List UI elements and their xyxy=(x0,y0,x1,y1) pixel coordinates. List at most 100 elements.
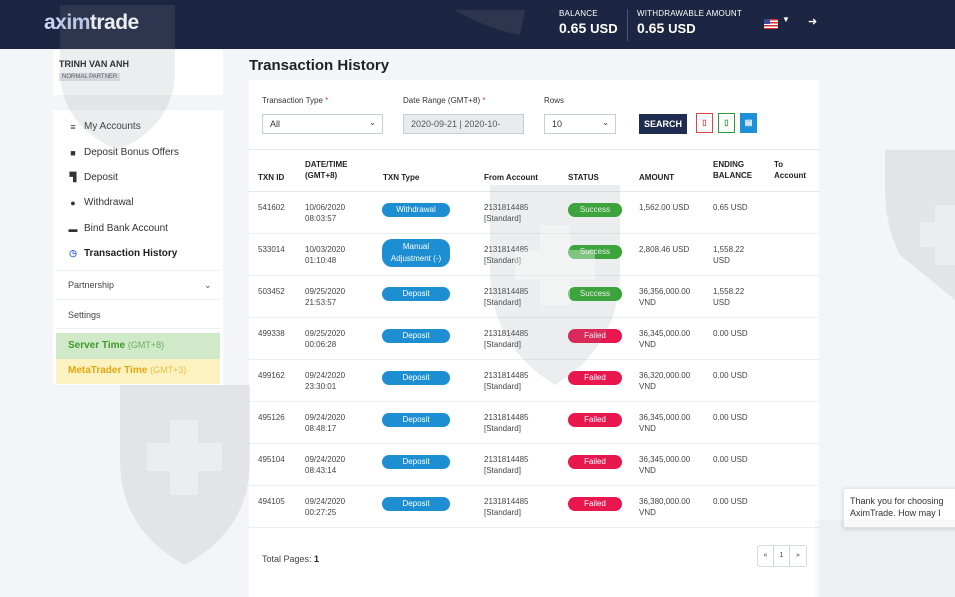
server-time-tz: (GMT+8) xyxy=(127,340,165,350)
cell-ending-balance: 0.00 USD xyxy=(713,371,748,380)
col-header-id: TXN ID xyxy=(258,173,285,182)
cell-datetime: 09/24/2020 08:43:14 xyxy=(305,455,346,475)
status-badge: Failed xyxy=(568,413,622,427)
row-divider xyxy=(249,443,819,444)
pagination: « 1 » xyxy=(757,545,807,567)
sidebar-item-partnership[interactable]: Partnership xyxy=(68,280,115,290)
withdrawable-currency: USD xyxy=(668,21,696,36)
table-row[interactable]: 541602 10/06/2020 08:03:57 Withdrawal 213181… xyxy=(249,192,819,234)
txn-type-badge: Deposit xyxy=(382,497,450,511)
table-row[interactable]: 495104 09/24/2020 08:43:14 Deposit 213181448… xyxy=(249,444,819,486)
status-badge: Failed xyxy=(568,371,622,385)
sidebar-item-settings[interactable]: Settings xyxy=(68,310,101,320)
col-header-from: From Account xyxy=(484,173,538,182)
chevron-down-icon: ⌄ xyxy=(602,118,609,127)
txn-type-badge: Deposit xyxy=(382,455,450,469)
cell-from-account: 2131814485 [Standard] xyxy=(484,371,529,391)
sidebar-item-bind-bank[interactable]: ▬ Bind Bank Account xyxy=(68,223,168,234)
pager-page-button[interactable]: 1 xyxy=(774,546,790,566)
cell-amount: 2,808.46 USD xyxy=(639,245,690,254)
sidebar-nav: ≡ My Accounts ■ Deposit Bonus Offers ▜ D… xyxy=(53,110,223,385)
cell-ending-balance: 0.00 USD xyxy=(713,329,748,338)
sidebar-item-my-accounts[interactable]: ≡ My Accounts xyxy=(68,121,140,132)
status-badge: Success xyxy=(568,203,622,217)
file-excel-icon[interactable]: ▯ xyxy=(718,113,735,133)
chevron-down-icon: ⌄ xyxy=(369,118,376,127)
cell-from-account: 2131814485 [Standard] xyxy=(484,413,529,433)
balance-value: 0.65 xyxy=(559,20,587,36)
cell-amount: 36,345,000.00 VND xyxy=(639,455,691,475)
cell-txn-id: 499338 xyxy=(258,329,285,338)
col-header-to-account: To Account xyxy=(774,160,806,180)
status-badge: Success xyxy=(568,287,622,301)
row-divider xyxy=(249,401,819,402)
cell-amount: 36,345,000.00 VND xyxy=(639,413,691,433)
txn-type-badge: Withdrawal xyxy=(382,203,450,217)
bank-card-icon: ▬ xyxy=(68,223,78,234)
chevron-down-icon[interactable]: ⌄ xyxy=(204,280,212,290)
sidebar-item-withdrawal[interactable]: ● Withdrawal xyxy=(68,197,133,208)
cell-from-account: 2131814485 [Standard] xyxy=(484,455,529,475)
cell-amount: 36,356,000.00 VND xyxy=(639,287,691,307)
top-bar: aximtrade BALANCE 0.65 USD WITHDRAWABLE … xyxy=(0,0,955,49)
language-caret-icon[interactable]: ▼ xyxy=(782,15,790,24)
gift-icon: ■ xyxy=(70,147,76,158)
table-row[interactable]: 499162 09/24/2020 23:30:01 Deposit 213181448… xyxy=(249,360,819,402)
cell-txn-id: 533014 xyxy=(258,245,285,254)
date-range-input[interactable]: 2020-09-21 | 2020-10- xyxy=(403,114,524,134)
list-icon: ≡ xyxy=(70,121,76,132)
sidebar-item-label: Withdrawal xyxy=(84,197,134,208)
transaction-type-select[interactable]: All ⌄ xyxy=(262,114,383,134)
withdrawable-value: 0.65 xyxy=(637,20,665,36)
total-pages: Total Pages: 1 xyxy=(262,554,320,564)
txn-type-badge: Deposit xyxy=(382,371,450,385)
search-button[interactable]: SEARCH xyxy=(639,114,687,134)
nav-divider xyxy=(56,270,220,271)
sidebar-item-label: Deposit xyxy=(84,172,118,183)
cell-from-account: 2131814485 [Standard] xyxy=(484,497,529,517)
cell-amount: 36,320,000.00 VND xyxy=(639,371,691,391)
cell-datetime: 09/24/2020 08:48:17 xyxy=(305,413,346,433)
sidebar-item-deposit-bonus[interactable]: ■ Deposit Bonus Offers xyxy=(68,147,179,158)
sidebar-item-transaction-history[interactable]: ◷ Transaction History xyxy=(68,248,177,259)
col-header-amount: AMOUNT xyxy=(639,173,675,182)
txn-type-badge: Deposit xyxy=(382,413,450,427)
cell-from-account: 2131814485 [Standard] xyxy=(484,329,529,349)
sidebar-item-label: Bind Bank Account xyxy=(84,223,168,234)
cash-icon: ● xyxy=(70,197,76,208)
table-row[interactable]: 533014 10/03/2020 01:10:48 Manual Adjustment… xyxy=(249,234,819,276)
table-row[interactable]: 495126 09/24/2020 08:48:17 Deposit 213181448… xyxy=(249,402,819,444)
table-row[interactable]: 503452 09/25/2020 21:53:57 Deposit 213181448… xyxy=(249,276,819,318)
pager-prev-button[interactable]: « xyxy=(758,546,774,566)
cell-from-account: 2131814485 [Standard] xyxy=(484,245,529,265)
row-divider xyxy=(249,275,819,276)
status-badge: Success xyxy=(568,245,622,259)
balance-label: BALANCE xyxy=(559,9,598,18)
cell-ending-balance: 0.65 USD xyxy=(713,203,748,212)
rows-select[interactable]: 10 ⌄ xyxy=(544,114,616,134)
txn-type-badge: Deposit xyxy=(382,329,450,343)
row-divider xyxy=(249,233,819,234)
logo[interactable]: aximtrade xyxy=(44,11,139,34)
cell-amount: 36,345,000.00 VND xyxy=(639,329,691,349)
withdrawable-display: WITHDRAWABLE AMOUNT 0.65 USD xyxy=(637,9,742,36)
table-row[interactable]: 494105 09/24/2020 00:27:25 Deposit 213181448… xyxy=(249,486,819,528)
file-doc-icon[interactable]: ▤ xyxy=(740,113,757,133)
pager-next-button[interactable]: » xyxy=(796,552,800,559)
transaction-type-label: Transaction Type * xyxy=(262,96,329,105)
col-header-status: STATUS xyxy=(568,173,599,182)
sign-out-icon[interactable]: ➜ xyxy=(808,16,818,28)
cell-txn-id: 499162 xyxy=(258,371,285,380)
rows-label: Rows xyxy=(544,96,565,105)
status-badge: Failed xyxy=(568,497,622,511)
nav-divider xyxy=(56,328,220,329)
header-divider xyxy=(627,9,628,41)
table-row[interactable]: 499338 09/25/2020 00:06:28 Deposit 213181448… xyxy=(249,318,819,360)
file-pdf-icon[interactable]: ▯ xyxy=(696,113,713,133)
sidebar-item-deposit[interactable]: ▜ Deposit xyxy=(68,172,118,183)
chat-bubble[interactable]: Thank you for choosing AximTrade. How ma… xyxy=(843,488,955,528)
cell-datetime: 09/24/2020 00:27:25 xyxy=(305,497,346,517)
user-card: TRINH VAN ANH NORMAL PARTNER xyxy=(53,50,223,95)
cell-datetime: 09/25/2020 00:06:28 xyxy=(305,329,346,349)
us-flag-icon[interactable] xyxy=(764,19,778,29)
